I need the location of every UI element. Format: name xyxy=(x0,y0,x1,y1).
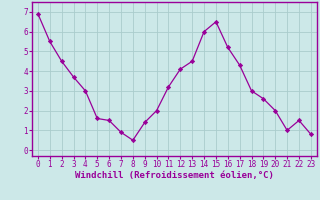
X-axis label: Windchill (Refroidissement éolien,°C): Windchill (Refroidissement éolien,°C) xyxy=(75,171,274,180)
